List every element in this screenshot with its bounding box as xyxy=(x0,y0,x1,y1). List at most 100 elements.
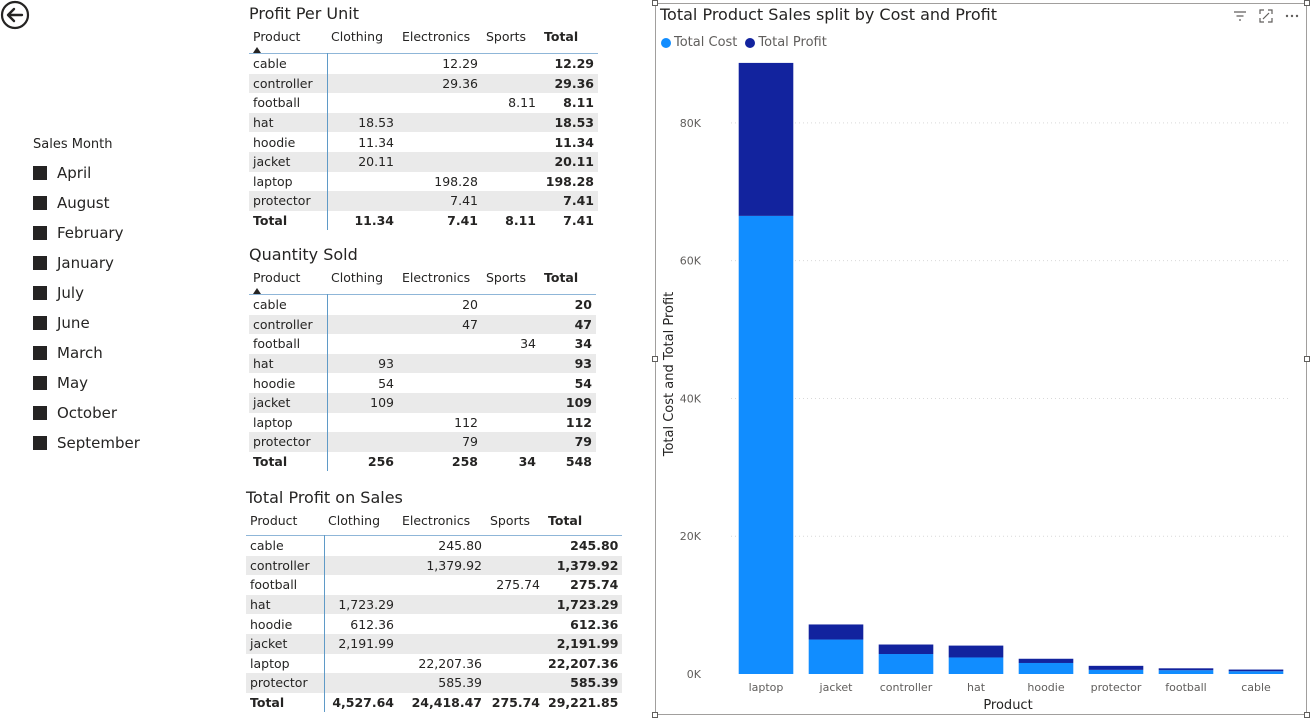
table-row[interactable]: jacket 20.11 20.11 xyxy=(249,151,598,172)
table-row[interactable]: football 34 34 xyxy=(249,334,596,354)
checkbox-icon[interactable] xyxy=(33,316,47,330)
table-row[interactable]: hoodie 54 54 xyxy=(249,373,596,393)
table-row[interactable]: laptop 198.28 198.28 xyxy=(249,171,598,192)
back-arrow-icon xyxy=(0,0,30,30)
column-header[interactable]: Product xyxy=(249,264,327,295)
table-total-row[interactable]: Total 256 258 34 548 xyxy=(249,451,596,472)
slicer-item[interactable]: January xyxy=(33,248,183,278)
slicer-item[interactable]: September xyxy=(33,428,183,458)
column-header[interactable]: Clothing xyxy=(327,264,398,295)
table-total-row[interactable]: Total 11.34 7.41 8.11 7.41 xyxy=(249,210,598,231)
slicer-item[interactable]: May xyxy=(33,368,183,398)
filter-icon[interactable] xyxy=(1232,8,1248,24)
column-header[interactable]: Electronics xyxy=(398,264,482,295)
slicer-item[interactable]: October xyxy=(33,398,183,428)
checkbox-icon[interactable] xyxy=(33,286,47,300)
table-row[interactable]: protector 7.41 7.41 xyxy=(249,191,598,211)
legend-item-total-cost[interactable]: Total Cost xyxy=(661,35,737,50)
bar-total-cost[interactable] xyxy=(1228,671,1284,674)
slicer-item[interactable]: April xyxy=(33,158,183,188)
bar-total-profit[interactable] xyxy=(1018,658,1074,663)
table-row[interactable]: controller 1,379.92 1,379.92 xyxy=(246,555,623,576)
slicer-item[interactable]: February xyxy=(33,218,183,248)
legend-item-total-profit[interactable]: Total Profit xyxy=(745,35,827,50)
sort-ascending-icon[interactable] xyxy=(253,47,261,53)
resize-handle[interactable] xyxy=(1304,712,1310,718)
bar-total-cost[interactable] xyxy=(878,654,934,674)
bar-total-cost[interactable] xyxy=(1018,662,1074,674)
column-header[interactable]: Clothing xyxy=(327,23,398,54)
table-row[interactable]: football 8.11 8.11 xyxy=(249,93,598,113)
table-row[interactable]: hat 18.53 18.53 xyxy=(249,112,598,133)
table-row[interactable]: cable 245.80 245.80 xyxy=(246,535,622,556)
column-header[interactable]: Clothing xyxy=(324,507,398,536)
resize-handle[interactable] xyxy=(1304,0,1310,6)
checkbox-icon[interactable] xyxy=(33,226,47,240)
resize-handle[interactable] xyxy=(652,712,658,718)
column-header[interactable]: Sports xyxy=(482,23,540,54)
slicer-item[interactable]: August xyxy=(33,188,183,218)
bar-total-profit[interactable] xyxy=(1088,665,1144,670)
checkbox-icon[interactable] xyxy=(33,196,47,210)
table-row[interactable]: hoodie 11.34 11.34 xyxy=(249,132,598,152)
table-row[interactable]: cable 20 20 xyxy=(249,294,596,315)
bar-total-profit[interactable] xyxy=(738,62,794,216)
column-header[interactable]: Electronics xyxy=(398,507,486,536)
table-total-row[interactable]: Total 4,527.64 24,418.47 275.74 29,221.85 xyxy=(246,692,622,713)
table-row[interactable]: jacket 109 109 xyxy=(249,392,596,413)
sort-ascending-icon[interactable] xyxy=(253,288,261,294)
bar-total-profit[interactable] xyxy=(1228,669,1284,672)
table-row[interactable]: cable 12.29 12.29 xyxy=(249,53,598,74)
column-header[interactable]: Product xyxy=(246,507,324,536)
table-row[interactable]: protector 585.39 585.39 xyxy=(246,673,623,693)
column-header[interactable]: Electronics xyxy=(398,23,482,54)
table-row[interactable]: laptop 22,207.36 22,207.36 xyxy=(246,653,622,674)
resize-handle[interactable] xyxy=(652,356,658,362)
column-header[interactable]: Product xyxy=(249,23,327,54)
checkbox-icon[interactable] xyxy=(33,406,47,420)
bar-total-profit[interactable] xyxy=(878,644,934,655)
bar-total-profit[interactable] xyxy=(948,645,1004,658)
column-header[interactable]: Total xyxy=(540,264,596,295)
column-header[interactable]: Total xyxy=(544,507,622,536)
bar-total-cost[interactable] xyxy=(808,639,864,674)
checkbox-icon[interactable] xyxy=(33,256,47,270)
bar-total-cost[interactable] xyxy=(738,215,794,674)
checkbox-icon[interactable] xyxy=(33,346,47,360)
bar-total-cost[interactable] xyxy=(1088,669,1144,674)
table-row[interactable]: hat 1,723.29 1,723.29 xyxy=(246,594,623,615)
more-options-icon[interactable] xyxy=(1284,8,1300,24)
slicer-item[interactable]: July xyxy=(33,278,183,308)
bar-total-cost[interactable] xyxy=(948,657,1004,674)
row-label: cable xyxy=(249,294,328,315)
resize-handle[interactable] xyxy=(652,0,658,6)
bar-total-profit[interactable] xyxy=(1158,668,1214,671)
table-row[interactable]: hoodie 612.36 612.36 xyxy=(246,614,622,634)
column-header[interactable]: Sports xyxy=(482,264,540,295)
table-row[interactable]: laptop 112 112 xyxy=(249,412,596,433)
table-cell: 112 xyxy=(454,414,478,430)
checkbox-icon[interactable] xyxy=(33,376,47,390)
table-row[interactable]: jacket 2,191.99 2,191.99 xyxy=(246,633,623,654)
bar-total-profit[interactable] xyxy=(808,624,864,640)
table-cell: 8.11 xyxy=(563,95,594,111)
table-row[interactable]: hat 93 93 xyxy=(249,353,596,374)
table-row[interactable]: controller 29.36 29.36 xyxy=(249,73,598,94)
checkbox-icon[interactable] xyxy=(33,166,47,180)
bar-total-cost[interactable] xyxy=(1158,670,1214,674)
table-cell xyxy=(327,54,398,74)
focus-mode-icon[interactable] xyxy=(1258,8,1274,24)
table-row[interactable]: controller 47 47 xyxy=(249,314,596,335)
back-button[interactable] xyxy=(0,0,30,30)
table-cell xyxy=(482,132,540,152)
slicer-item[interactable]: June xyxy=(33,308,183,338)
checkbox-icon[interactable] xyxy=(33,436,47,450)
resize-handle[interactable] xyxy=(1304,356,1310,362)
column-header[interactable]: Total xyxy=(540,23,598,54)
slicer-item[interactable]: March xyxy=(33,338,183,368)
table-row[interactable]: protector 79 79 xyxy=(249,432,596,452)
table-row[interactable]: football 275.74 275.74 xyxy=(246,575,622,595)
table-cell: 11.34 xyxy=(354,213,394,229)
sales-chart-visual[interactable]: Total Product Sales split by Cost and Pr… xyxy=(652,0,1310,718)
column-header[interactable]: Sports xyxy=(486,507,544,536)
